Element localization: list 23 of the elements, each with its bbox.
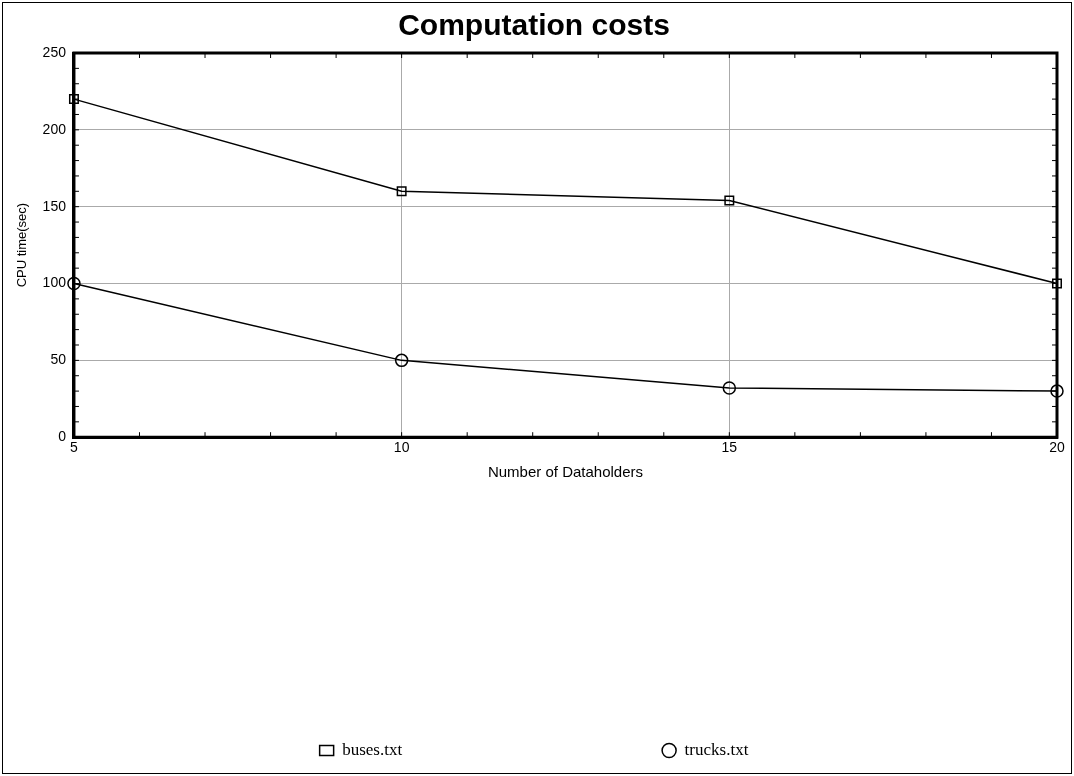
x-tick-label: 5 bbox=[70, 439, 79, 456]
point bbox=[724, 195, 735, 206]
point bbox=[394, 353, 409, 368]
legend-label: trucks.txt bbox=[684, 739, 749, 759]
chart-title: Computation costs bbox=[398, 8, 670, 42]
point bbox=[722, 381, 737, 395]
x-axis-title: Number of Dataholders bbox=[487, 463, 644, 481]
point bbox=[1050, 384, 1064, 398]
y-tick-label: 0 bbox=[58, 428, 67, 445]
y-tick-label: 200 bbox=[42, 120, 67, 137]
point bbox=[68, 94, 79, 105]
y-tick-label: 250 bbox=[42, 43, 67, 60]
x-tick-label: 10 bbox=[393, 439, 410, 456]
legend-label: buses.txt bbox=[342, 739, 403, 759]
x-tick-label: 15 bbox=[721, 439, 738, 456]
y-tick-label: 100 bbox=[42, 274, 67, 291]
y-axis-title: CPU time(sec) bbox=[14, 202, 30, 288]
point bbox=[396, 186, 407, 197]
x-tick-label: 20 bbox=[1049, 439, 1065, 456]
point bbox=[67, 276, 81, 291]
y-tick-label: 150 bbox=[42, 197, 67, 214]
point bbox=[1052, 278, 1062, 289]
y-tick-label: 50 bbox=[50, 351, 67, 368]
